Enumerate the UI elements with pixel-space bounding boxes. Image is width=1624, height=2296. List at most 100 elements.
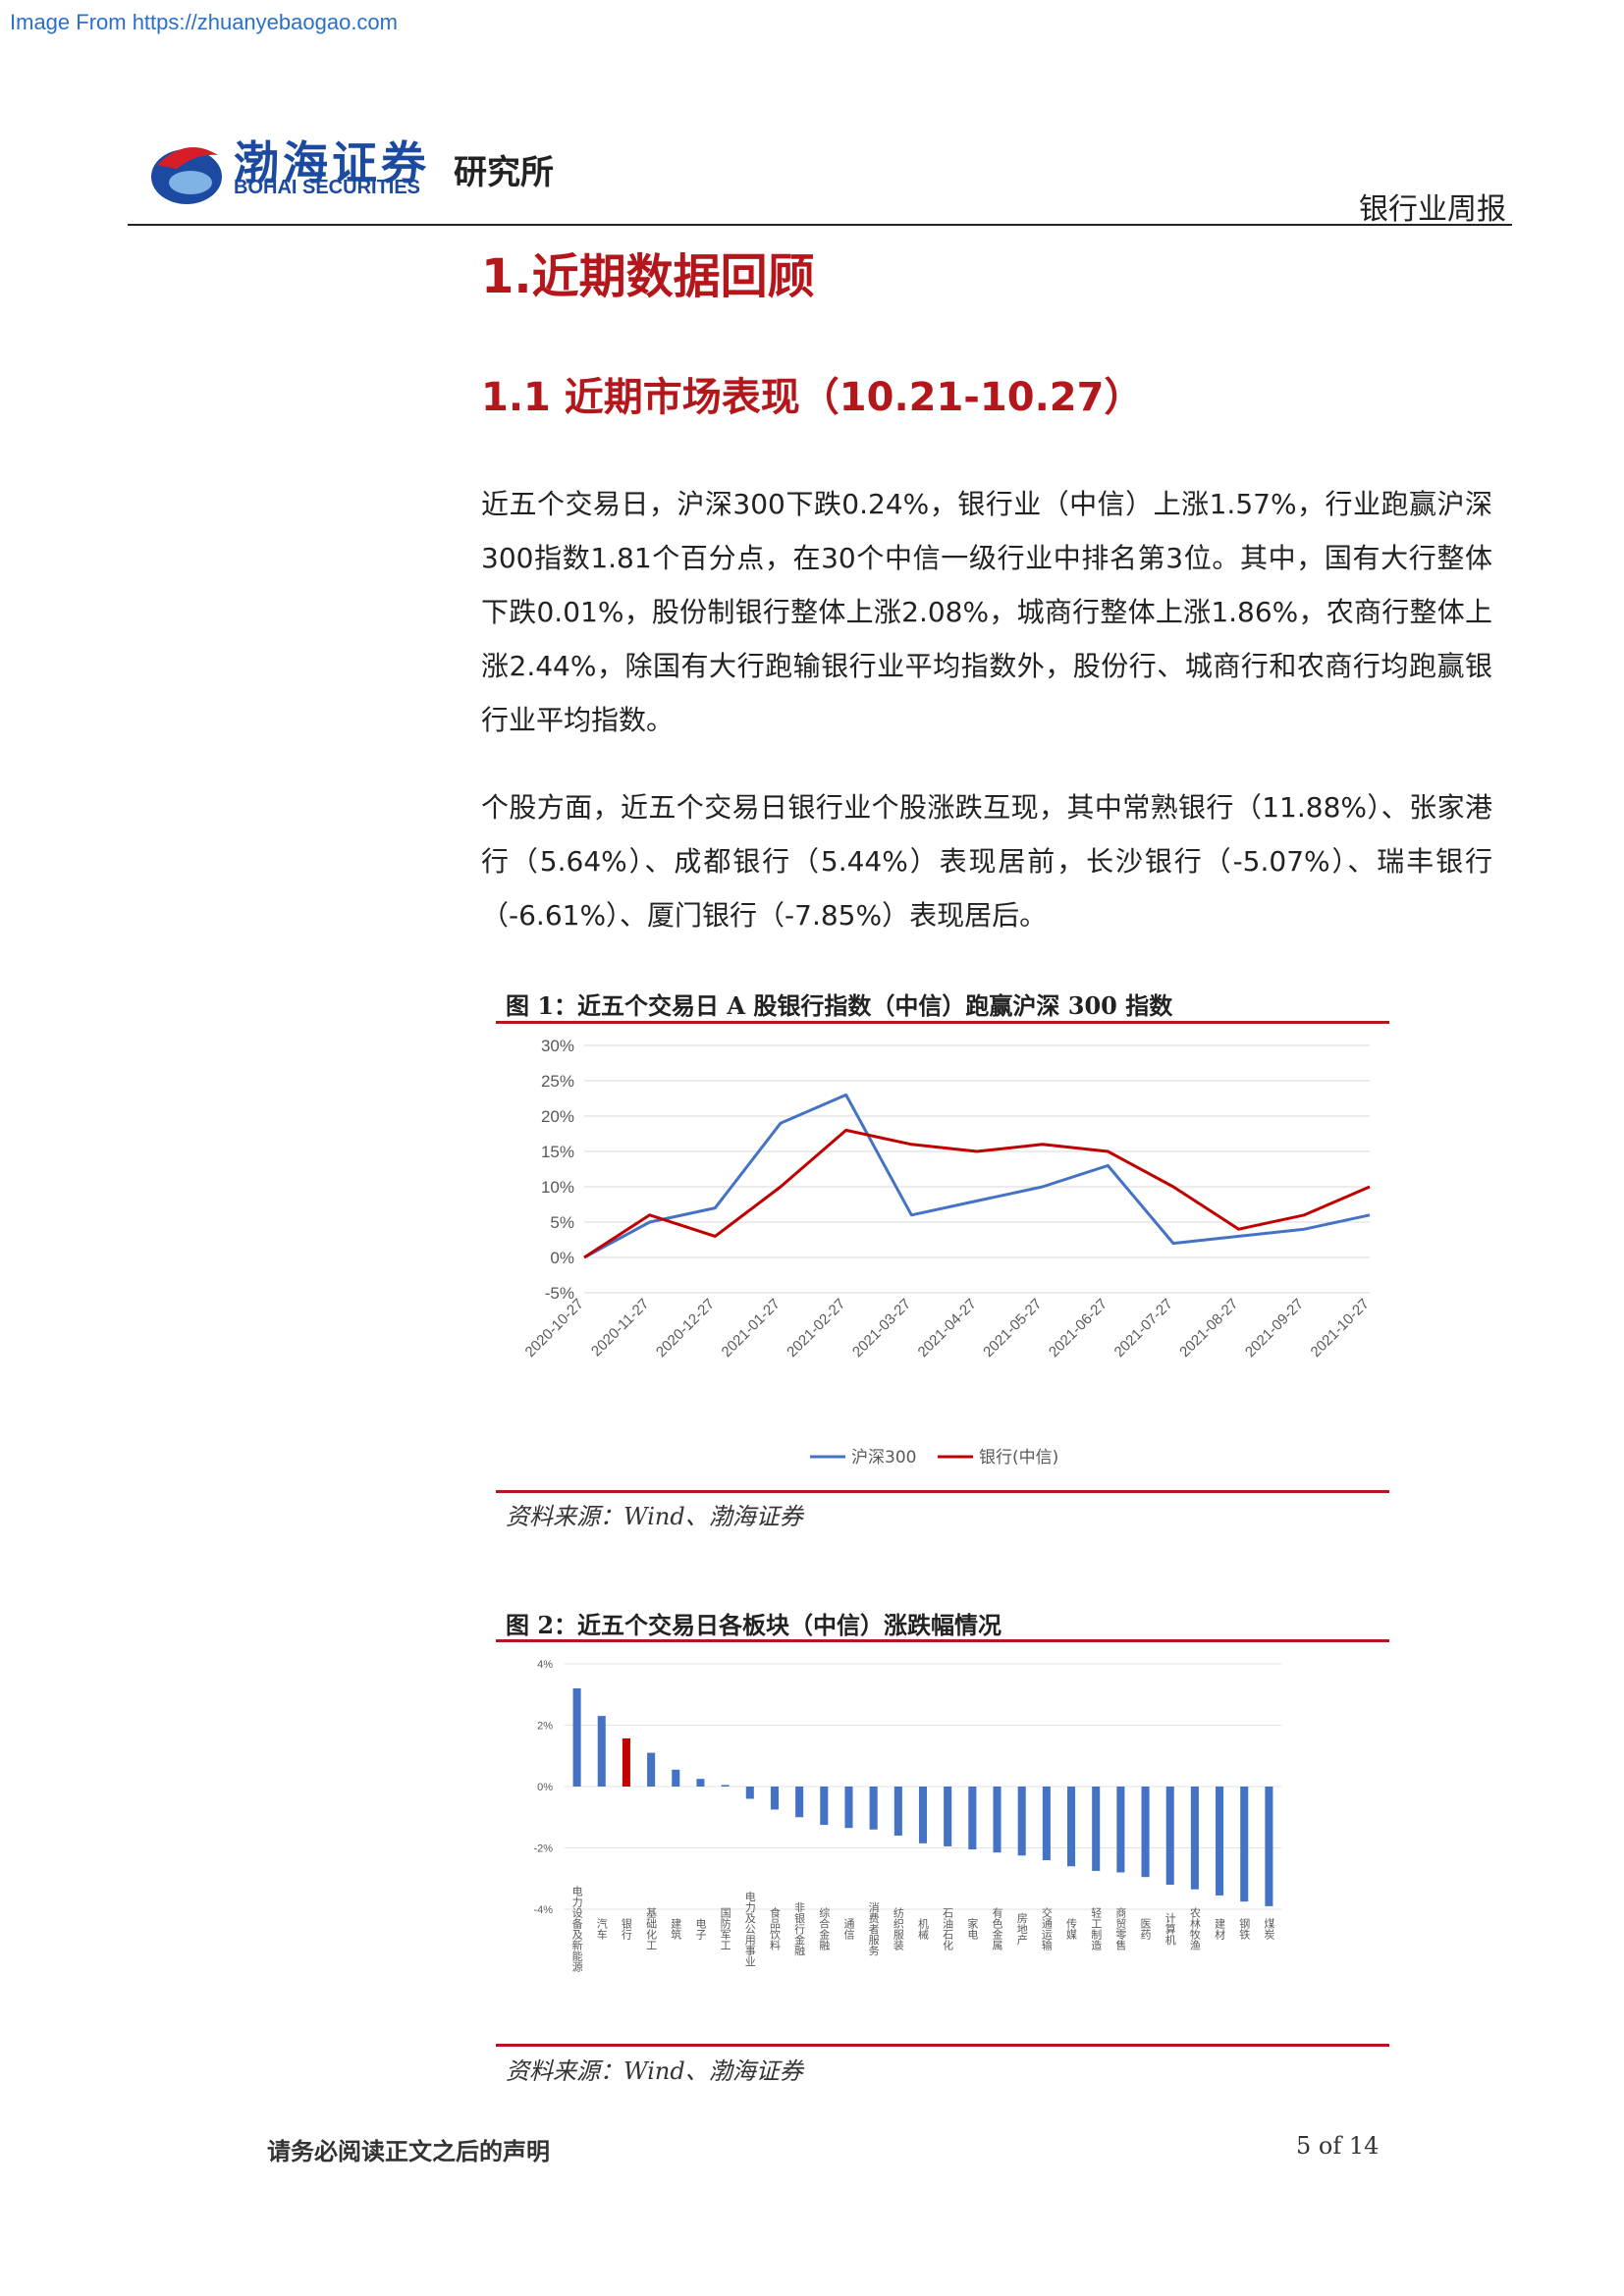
x-category-label: 房地产	[1015, 1912, 1028, 1946]
bar	[1141, 1787, 1150, 1878]
bar	[844, 1787, 853, 1829]
y-tick-label: 25%	[541, 1072, 574, 1091]
y-tick-label: 15%	[541, 1143, 574, 1161]
figure2-title: 图 2：近五个交易日各板块（中信）涨跌幅情况	[506, 1611, 1002, 1639]
bar	[721, 1785, 730, 1787]
x-category-label: 计算机	[1164, 1912, 1176, 1945]
bar	[1017, 1787, 1026, 1856]
x-category-label: 电力设备及新能源	[570, 1886, 583, 1973]
y-tick-label: 0%	[537, 1782, 553, 1793]
x-tick-label: 2021-08-27	[1176, 1296, 1241, 1361]
x-tick-label: 2021-04-27	[915, 1296, 980, 1361]
legend-label: 沪深300	[851, 1448, 916, 1468]
y-tick-label: 0%	[550, 1249, 574, 1267]
disclaimer-note: 请务必阅读正文之后的声明	[267, 2137, 550, 2165]
x-category-label: 食品饮料	[768, 1906, 781, 1951]
x-tick-label: 2021-05-27	[980, 1296, 1045, 1361]
page-number: 5 of 14	[1296, 2132, 1380, 2160]
x-category-label: 电力及公用事业	[743, 1891, 756, 1966]
x-category-label: 消费者服务	[867, 1900, 880, 1955]
x-category-label: 基础化工	[645, 1907, 658, 1950]
figure2-bottom-rule	[496, 2044, 1389, 2047]
bar	[820, 1787, 829, 1826]
bohai-logo: 渤海证券 BOHAI SECURITIES	[147, 126, 579, 210]
report-type: 银行业周报	[1359, 192, 1506, 227]
subsection-heading: 1.1 近期市场表现（10.21-10.27）	[481, 375, 1144, 420]
x-category-label: 商贸零售	[1114, 1906, 1127, 1951]
bar	[1116, 1787, 1125, 1873]
x-category-label: 农林牧渔	[1188, 1906, 1201, 1951]
x-category-label: 汽车	[595, 1917, 608, 1941]
figure1-source: 资料来源：Wind、渤海证券	[506, 1503, 803, 1530]
stock-summary-paragraph: 个股方面，近五个交易日银行业个股涨跌互现，其中常熟银行（11.88%）、张家港行…	[481, 791, 1492, 932]
logo-chinese-name: 渤海证券	[234, 136, 430, 189]
x-category-label: 轻工制造	[1090, 1906, 1103, 1950]
x-category-label: 银行	[620, 1917, 632, 1941]
figure1-bottom-rule	[496, 1490, 1389, 1493]
institute-label: 研究所	[454, 153, 554, 192]
bar	[795, 1787, 804, 1818]
x-tick-label: 2021-07-27	[1111, 1296, 1176, 1361]
source-link[interactable]: Image From https://zhuanyebaogao.com	[10, 10, 398, 34]
figure1-title: 图 1：近五个交易日 A 股银行指数（中信）跑赢沪深 300 指数	[506, 991, 1173, 1020]
logo-mark-icon	[151, 147, 222, 204]
x-category-label: 建筑	[670, 1917, 682, 1940]
bar	[893, 1787, 902, 1836]
x-category-label: 电子	[694, 1918, 707, 1940]
x-tick-label: 2021-03-27	[849, 1296, 914, 1361]
x-tick-label: 2021-10-27	[1308, 1296, 1373, 1361]
bar	[1190, 1787, 1199, 1890]
x-category-label: 石油石化	[942, 1907, 954, 1951]
bar	[622, 1737, 630, 1787]
x-category-label: 医药	[1139, 1918, 1152, 1941]
y-tick-label: 30%	[541, 1037, 574, 1055]
bar	[1067, 1787, 1076, 1867]
legend-label: 银行(中信)	[979, 1448, 1058, 1468]
x-category-label: 交通运输	[1040, 1906, 1053, 1951]
x-category-label: 钢铁	[1238, 1918, 1251, 1940]
bar	[1092, 1787, 1101, 1871]
figure2-source: 资料来源：Wind、渤海证券	[506, 2057, 803, 2085]
bar	[597, 1716, 606, 1787]
bar-chart: 4% 2% 0% -2% -4% 电力设备及新能源 汽车 银行 基础化工 建筑 电子 国防军工 电力及公…	[533, 1659, 1281, 1973]
y-tick-label: 4%	[537, 1659, 553, 1671]
series-line-hs300	[583, 1093, 1371, 1259]
x-category-label: 机械	[917, 1917, 930, 1941]
bar	[672, 1769, 680, 1787]
market-summary-paragraph: 近五个交易日，沪深300下跌0.24%，银行业（中信）上涨1.57%，行业跑赢沪…	[481, 488, 1492, 736]
y-tick-label: 5%	[550, 1213, 574, 1232]
bar	[1216, 1787, 1224, 1896]
x-tick-label: 2021-06-27	[1046, 1296, 1110, 1361]
x-category-label: 国防军工	[719, 1907, 731, 1950]
logo-english-name: BOHAI SECURITIES	[234, 177, 421, 198]
bar	[869, 1787, 878, 1830]
x-tick-label: 2020-11-27	[588, 1296, 652, 1360]
bar	[696, 1779, 705, 1787]
y-tick-label: 20%	[541, 1107, 574, 1126]
x-tick-label: 2021-02-27	[784, 1296, 848, 1361]
bar	[745, 1787, 754, 1799]
x-category-label: 建材	[1214, 1917, 1226, 1940]
line-chart: 30% 25% 20% 15% 10% 5% 0% -5%2020-10-27 2020-11-…	[522, 1037, 1373, 1468]
x-category-label: 传媒	[1065, 1918, 1078, 1941]
bar	[770, 1787, 779, 1810]
header-divider	[128, 224, 1512, 226]
x-category-label: 纺织服装	[892, 1906, 904, 1951]
x-category-label: 家电	[966, 1917, 979, 1940]
y-tick-label: -4%	[533, 1904, 553, 1916]
bar	[993, 1787, 1001, 1853]
figure2-top-rule	[496, 1639, 1389, 1642]
x-tick-label: 2020-12-27	[653, 1296, 718, 1361]
x-tick-label: 2021-01-27	[719, 1296, 784, 1361]
bar	[944, 1787, 952, 1846]
x-tick-label: 2020-10-27	[522, 1296, 587, 1361]
x-category-label: 综合金融	[818, 1906, 831, 1951]
y-tick-label: -2%	[533, 1843, 553, 1855]
bar	[647, 1752, 656, 1787]
y-tick-label: 10%	[541, 1178, 574, 1197]
bar	[918, 1787, 928, 1843]
figure1-top-rule	[496, 1021, 1389, 1024]
bar	[1240, 1787, 1249, 1902]
y-tick-label: 2%	[537, 1721, 553, 1733]
series-line-bank	[583, 1128, 1371, 1259]
